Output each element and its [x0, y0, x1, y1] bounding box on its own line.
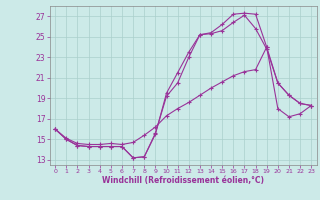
X-axis label: Windchill (Refroidissement éolien,°C): Windchill (Refroidissement éolien,°C): [102, 176, 264, 185]
